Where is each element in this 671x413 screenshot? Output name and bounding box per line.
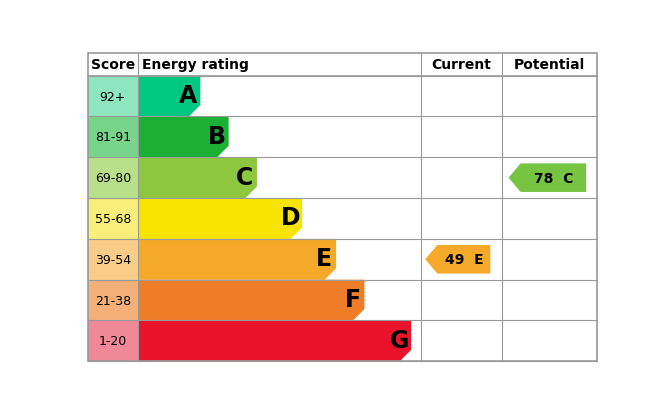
Text: F: F [344, 287, 360, 311]
Text: 21-38: 21-38 [95, 294, 131, 307]
Text: G: G [389, 328, 409, 352]
Polygon shape [509, 164, 586, 192]
Text: E: E [316, 247, 332, 271]
Polygon shape [138, 199, 302, 239]
FancyBboxPatch shape [88, 53, 597, 361]
Text: Score: Score [91, 58, 135, 72]
Polygon shape [138, 280, 364, 321]
Text: A: A [179, 84, 197, 108]
Text: 92+: 92+ [100, 90, 126, 103]
Text: 55-68: 55-68 [95, 212, 131, 225]
Text: 81-91: 81-91 [95, 131, 131, 144]
Text: 39-54: 39-54 [95, 253, 131, 266]
Text: Current: Current [431, 58, 492, 72]
Text: B: B [208, 124, 225, 148]
Text: 78  C: 78 C [533, 171, 573, 185]
Polygon shape [138, 158, 257, 199]
FancyBboxPatch shape [88, 199, 138, 239]
Text: Potential: Potential [514, 58, 585, 72]
FancyBboxPatch shape [88, 280, 138, 321]
Text: C: C [236, 165, 254, 189]
Text: 49  E: 49 E [445, 253, 483, 267]
Polygon shape [425, 245, 491, 274]
FancyBboxPatch shape [88, 76, 138, 117]
FancyBboxPatch shape [88, 117, 138, 158]
FancyBboxPatch shape [88, 321, 138, 361]
Polygon shape [138, 76, 201, 117]
FancyBboxPatch shape [88, 158, 138, 199]
Text: Energy rating: Energy rating [142, 58, 249, 72]
Text: D: D [280, 206, 300, 230]
Polygon shape [138, 117, 229, 158]
FancyBboxPatch shape [88, 239, 138, 280]
Polygon shape [138, 239, 336, 280]
Text: 69-80: 69-80 [95, 172, 131, 185]
Polygon shape [138, 321, 411, 361]
Text: 1-20: 1-20 [99, 335, 127, 348]
